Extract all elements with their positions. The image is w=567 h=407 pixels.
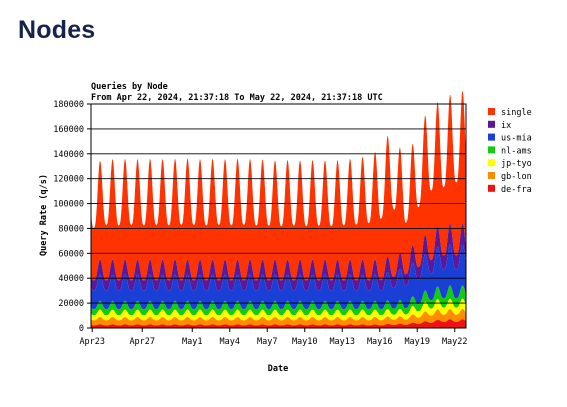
area-nl-ams <box>91 285 466 316</box>
legend-label-nl-ams: nl-ams <box>501 146 532 156</box>
gridlines <box>91 103 466 304</box>
x-tick-label: May22 <box>442 337 468 347</box>
area-us-mia <box>91 244 466 310</box>
legend-swatch-single <box>488 108 495 115</box>
y-tick-label: 60000 <box>58 249 84 259</box>
y-tick-label: 120000 <box>53 175 84 185</box>
legend-label-us-mia: us-mia <box>501 134 532 144</box>
x-tick-label: Apr23 <box>79 337 105 347</box>
page-title: Nodes <box>18 16 96 44</box>
area-gb-lon <box>91 308 466 326</box>
y-tick-label: 160000 <box>53 125 84 135</box>
y-tick-label: 180000 <box>53 100 84 110</box>
x-axis-label: Date <box>268 364 288 374</box>
plot-frame <box>90 103 467 329</box>
y-tick-label: 100000 <box>53 200 84 210</box>
x-tick-label: May1 <box>182 337 202 347</box>
x-tick-label: May19 <box>404 337 430 347</box>
legend-label-jp-tyo: jp-tyo <box>501 159 532 169</box>
y-tick-label: 0 <box>79 324 84 334</box>
legend-swatch-ix <box>488 120 495 128</box>
x-tick-label: May7 <box>257 337 277 347</box>
x-tick-label: May16 <box>367 337 393 347</box>
x-tick-label: Apr27 <box>129 337 155 347</box>
legend-label-gb-lon: gb-lon <box>501 172 532 182</box>
legend-label-ix: ix <box>501 121 511 131</box>
area-single <box>91 90 466 281</box>
y-tick-label: 80000 <box>58 224 84 234</box>
legend-swatch-gb-lon <box>488 172 495 179</box>
x-tick-label: May13 <box>329 337 355 347</box>
area-de-fra <box>91 319 466 328</box>
area-ix <box>91 223 466 291</box>
chart-title: Queries by Node <box>91 81 168 92</box>
y-tick-label: 40000 <box>58 274 84 284</box>
legend: single ix us-mia nl-ams jp-tyo gb-lon de-fra <box>488 108 532 195</box>
area-jp-tyo <box>91 298 466 321</box>
legend-swatch-de-fra <box>488 184 495 192</box>
legend-label-single: single <box>501 108 532 118</box>
y-tick-label: 20000 <box>58 299 84 309</box>
area-layers <box>91 90 466 328</box>
y-tick-label: 140000 <box>53 150 84 160</box>
y-axis-label: Query Rate (q/s) <box>39 174 49 256</box>
legend-swatch-us-mia <box>488 133 495 141</box>
legend-swatch-nl-ams <box>488 146 495 154</box>
legend-swatch-jp-tyo <box>488 159 495 167</box>
axes: 0 20000 40000 60000 80000 100000 120000 140000 1… <box>53 100 467 347</box>
legend-label-de-fra: de-fra <box>501 185 532 195</box>
x-tick-label: May10 <box>292 337 318 347</box>
chart-subtitle: From Apr 22, 2024, 21:37:18 To May 22, 2… <box>91 93 383 103</box>
x-tick-label: May4 <box>219 337 239 347</box>
